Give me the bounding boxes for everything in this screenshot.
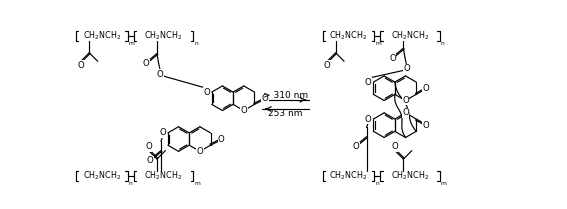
Text: O: O <box>147 156 154 165</box>
Text: m: m <box>375 41 381 46</box>
Text: CH$_2$NCH$_2$: CH$_2$NCH$_2$ <box>329 170 367 182</box>
Text: O: O <box>203 88 210 97</box>
Text: O: O <box>240 106 247 115</box>
Text: O: O <box>365 78 371 87</box>
Text: O: O <box>218 135 225 144</box>
Text: O: O <box>324 61 331 70</box>
Text: O: O <box>143 59 150 68</box>
Text: O: O <box>389 54 396 63</box>
Text: O: O <box>262 94 269 103</box>
Text: n: n <box>375 181 379 186</box>
Text: n: n <box>129 181 133 186</box>
Text: O: O <box>402 108 409 117</box>
Text: CH$_2$NCH$_2$: CH$_2$NCH$_2$ <box>145 170 183 182</box>
Text: O: O <box>365 115 371 124</box>
Text: O: O <box>403 64 410 74</box>
Text: 253 nm: 253 nm <box>268 109 303 118</box>
Text: CH$_2$NCH$_2$: CH$_2$NCH$_2$ <box>391 170 429 182</box>
Text: O: O <box>159 128 166 137</box>
Text: O: O <box>352 142 359 151</box>
Text: > 310 nm: > 310 nm <box>263 91 308 100</box>
Text: m: m <box>441 181 447 186</box>
Text: CH$_2$NCH$_2$: CH$_2$NCH$_2$ <box>145 30 183 42</box>
Text: O: O <box>423 84 430 93</box>
Text: O: O <box>402 96 409 105</box>
Text: n: n <box>441 41 445 46</box>
Text: O: O <box>392 142 398 151</box>
Text: CH$_2$NCH$_2$: CH$_2$NCH$_2$ <box>391 30 429 42</box>
Text: O: O <box>156 70 163 79</box>
Text: CH$_2$NCH$_2$: CH$_2$NCH$_2$ <box>83 30 121 42</box>
Text: O: O <box>423 121 430 130</box>
Text: O: O <box>145 142 152 151</box>
Text: O: O <box>77 61 84 70</box>
Text: CH$_2$NCH$_2$: CH$_2$NCH$_2$ <box>83 170 121 182</box>
Text: m: m <box>129 41 135 46</box>
Text: n: n <box>194 41 198 46</box>
Text: m: m <box>194 181 200 186</box>
Text: O: O <box>197 147 203 156</box>
Text: CH$_2$NCH$_2$: CH$_2$NCH$_2$ <box>329 30 367 42</box>
